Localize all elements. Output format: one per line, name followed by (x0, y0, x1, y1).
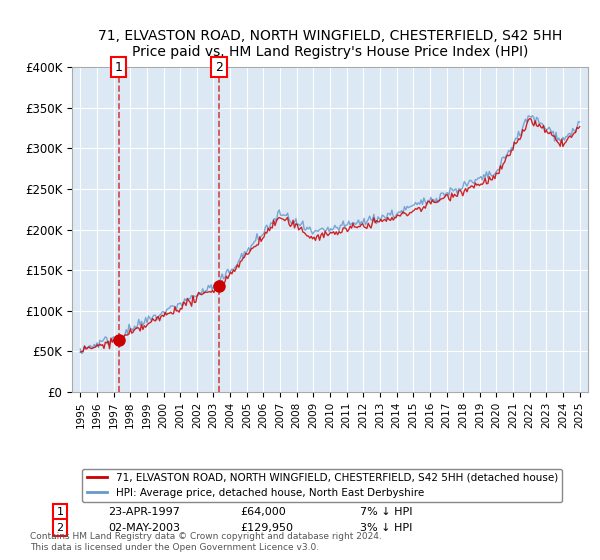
Text: £64,000: £64,000 (240, 507, 286, 517)
Text: 2: 2 (56, 522, 64, 533)
Text: 02-MAY-2003: 02-MAY-2003 (108, 522, 180, 533)
Text: Contains HM Land Registry data © Crown copyright and database right 2024.
This d: Contains HM Land Registry data © Crown c… (30, 532, 382, 552)
Text: 7% ↓ HPI: 7% ↓ HPI (360, 507, 413, 517)
Text: 3% ↓ HPI: 3% ↓ HPI (360, 522, 412, 533)
Title: 71, ELVASTON ROAD, NORTH WINGFIELD, CHESTERFIELD, S42 5HH
Price paid vs. HM Land: 71, ELVASTON ROAD, NORTH WINGFIELD, CHES… (98, 29, 562, 59)
Text: 2: 2 (215, 60, 223, 74)
Text: 1: 1 (115, 60, 123, 74)
Text: 1: 1 (56, 507, 64, 517)
Legend: 71, ELVASTON ROAD, NORTH WINGFIELD, CHESTERFIELD, S42 5HH (detached house), HPI:: 71, ELVASTON ROAD, NORTH WINGFIELD, CHES… (82, 469, 562, 502)
Text: £129,950: £129,950 (240, 522, 293, 533)
Text: 23-APR-1997: 23-APR-1997 (108, 507, 180, 517)
